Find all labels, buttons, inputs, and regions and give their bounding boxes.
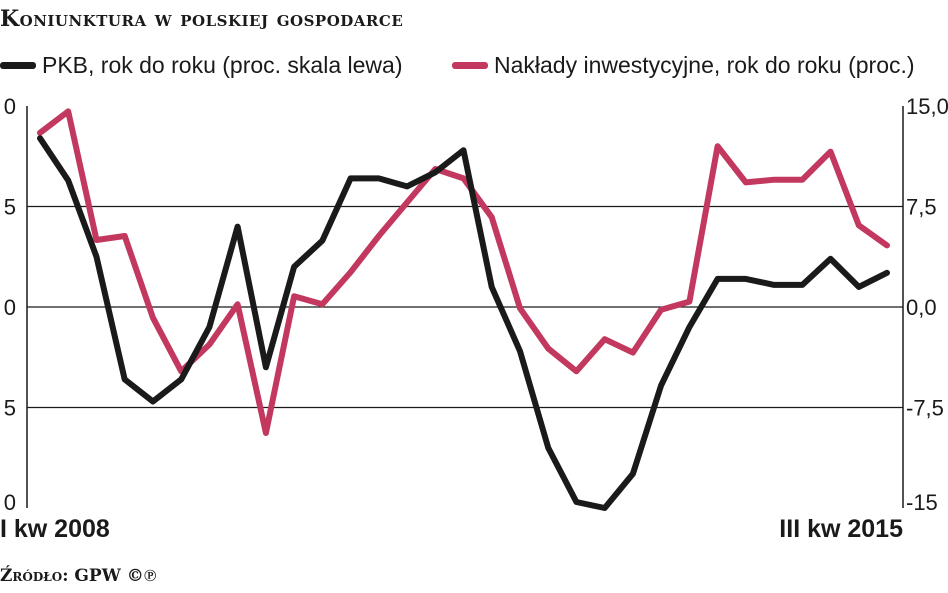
- data-point: [178, 376, 184, 382]
- legend: PKB, rok do roku (proc. skala lewa) Nakł…: [0, 52, 948, 82]
- data-point: [376, 233, 382, 239]
- data-point: [715, 276, 721, 282]
- right-tick-label: -7,5: [906, 396, 944, 421]
- series-layer: [37, 108, 890, 511]
- data-point: [573, 368, 579, 374]
- data-point: [461, 175, 466, 181]
- data-point: [602, 505, 608, 511]
- data-point: [150, 315, 156, 321]
- left-tick-label: 5: [4, 195, 16, 220]
- data-point: [489, 214, 495, 220]
- points-investment: [37, 108, 890, 436]
- right-tick-label: 0,0: [906, 295, 937, 320]
- data-point: [432, 169, 438, 175]
- source-note: Źródło: GPW ©℗: [0, 566, 157, 586]
- data-point: [348, 175, 354, 181]
- data-point: [573, 499, 579, 505]
- data-point: [122, 376, 128, 382]
- data-point: [122, 233, 128, 239]
- data-point: [404, 200, 410, 205]
- data-point: [658, 382, 664, 388]
- data-point: [715, 143, 721, 149]
- data-point: [658, 307, 664, 313]
- data-point: [206, 342, 212, 347]
- data-point: [545, 445, 551, 451]
- data-point: [856, 284, 862, 290]
- data-point: [630, 471, 636, 477]
- data-point: [884, 270, 890, 276]
- data-point: [489, 284, 495, 290]
- data-point: [94, 237, 99, 243]
- data-point: [461, 147, 466, 153]
- right-tick-label: -15: [906, 490, 938, 515]
- left-tick-label: 0: [4, 295, 16, 320]
- right-tick-label: 7,5: [906, 195, 937, 220]
- data-point: [517, 305, 523, 311]
- left-tick-label: 5: [4, 396, 16, 421]
- data-point: [545, 346, 551, 351]
- data-point: [376, 175, 382, 181]
- data-point: [602, 336, 608, 342]
- chart-title: Koniunktura w polskiej gospodarce: [0, 6, 404, 32]
- gridlines: [27, 205, 903, 409]
- data-point: [235, 301, 241, 307]
- legend-label-investment: Nakłady inwestycyjne, rok do roku (proc.…: [494, 52, 915, 78]
- data-point: [799, 282, 805, 288]
- legend-label-pkb: PKB, rok do roku (proc. skala lewa): [42, 52, 403, 78]
- data-point: [235, 224, 241, 230]
- data-point: [743, 276, 749, 282]
- data-point: [263, 364, 269, 370]
- legend-item-pkb: PKB, rok do roku (proc. skala lewa): [0, 52, 402, 79]
- data-point: [348, 269, 354, 275]
- data-point: [206, 324, 212, 330]
- x-start-label: I kw 2008: [0, 515, 110, 543]
- legend-swatch-pkb: [0, 62, 36, 69]
- right-tick-label: 15,0: [906, 94, 948, 119]
- left-axis-ticks: 0 5 0 5 0: [4, 94, 16, 515]
- data-point: [799, 177, 805, 183]
- data-point: [65, 108, 71, 114]
- data-point: [686, 324, 692, 330]
- data-point: [856, 222, 862, 228]
- data-point: [263, 430, 269, 436]
- right-axis-ticks: 15,0 7,5 0,0 -7,5 -15: [906, 94, 948, 515]
- data-point: [517, 348, 523, 354]
- data-point: [319, 238, 325, 244]
- data-point: [828, 149, 833, 155]
- data-point: [291, 264, 297, 270]
- data-point: [630, 350, 636, 356]
- x-end-label: III kw 2015: [779, 515, 903, 543]
- data-point: [319, 301, 325, 307]
- data-point: [743, 179, 749, 185]
- points-pkb: [37, 135, 890, 511]
- data-point: [404, 183, 410, 189]
- series-line-pkb: [37, 135, 890, 511]
- left-tick-label: 0: [4, 490, 16, 515]
- data-point: [771, 177, 777, 183]
- legend-swatch-investment: [452, 62, 488, 69]
- data-point: [94, 254, 99, 260]
- left-tick-label: 0: [4, 94, 16, 119]
- data-point: [37, 135, 43, 141]
- data-point: [65, 177, 71, 183]
- data-point: [686, 299, 692, 305]
- data-point: [150, 399, 156, 404]
- data-point: [291, 293, 297, 299]
- data-point: [828, 256, 833, 262]
- data-point: [884, 242, 890, 248]
- legend-item-investment: Nakłady inwestycyjne, rok do roku (proc.…: [452, 52, 915, 79]
- data-point: [771, 282, 777, 288]
- data-point: [37, 130, 43, 136]
